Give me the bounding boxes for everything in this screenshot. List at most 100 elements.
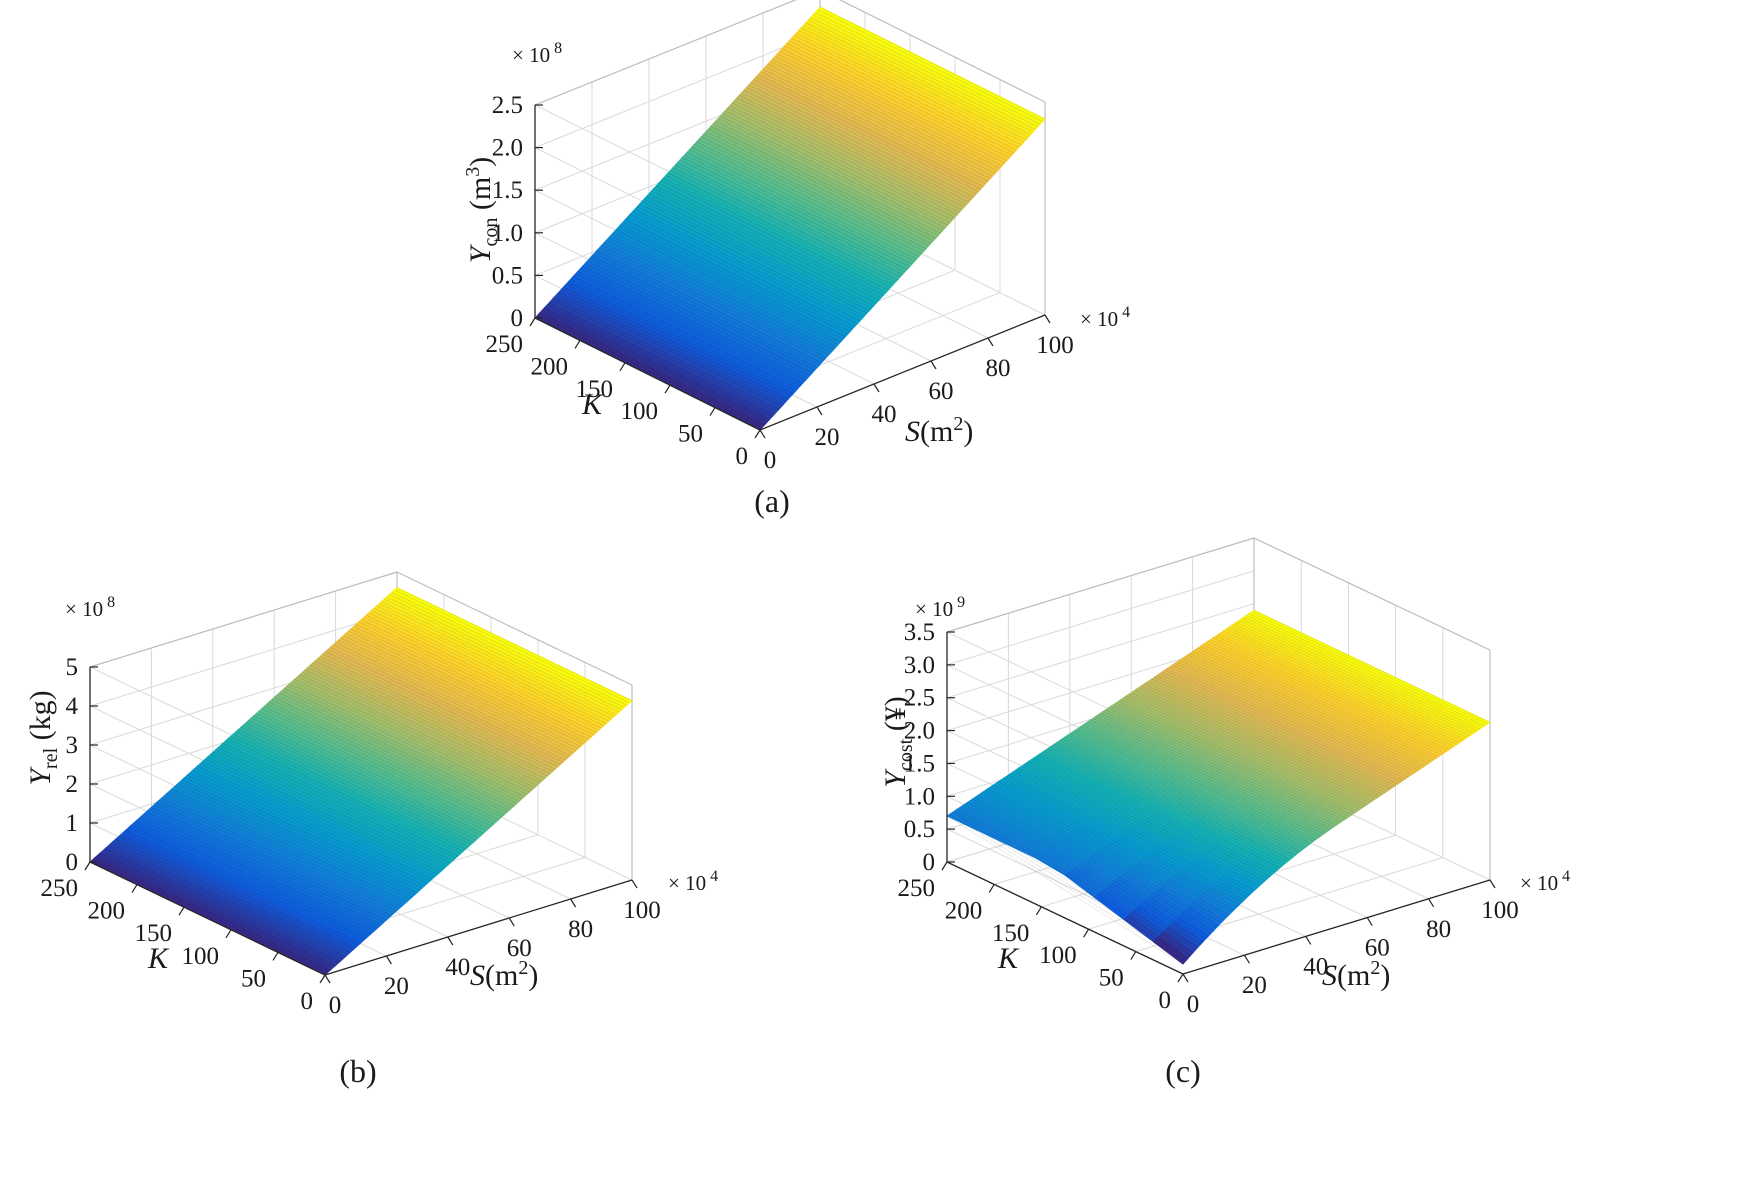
mesh-line (194, 767, 431, 882)
mesh-line (551, 299, 777, 413)
mesh-line (712, 123, 939, 237)
mesh-line (610, 234, 837, 348)
mesh-line (1136, 688, 1373, 802)
mesh-line (1090, 719, 1327, 833)
y-tick-label: 0 (1159, 987, 1172, 1014)
y-tick-mark (529, 317, 536, 327)
z-tick-label: 0.5 (492, 262, 523, 289)
panel-caption: (b) (339, 1053, 376, 1089)
mesh-line (558, 291, 784, 405)
mesh-line (391, 591, 628, 706)
mesh-line (810, 17, 1036, 130)
mesh-line (368, 612, 605, 727)
mesh-line (353, 626, 589, 740)
y-tick-mark (131, 884, 138, 893)
y-tick-mark (178, 906, 185, 916)
x-tick-label: 0 (764, 447, 777, 474)
y-tick-mark (664, 384, 671, 394)
mesh-line (987, 788, 1225, 921)
mesh-line (161, 797, 397, 912)
mesh-line (655, 185, 882, 299)
x-tick-label: 80 (986, 355, 1011, 382)
mesh-line (376, 605, 612, 720)
x-tick-mark (1428, 898, 1435, 908)
mesh-line (815, 11, 1041, 125)
mesh-line (256, 713, 492, 827)
mesh-line (710, 125, 936, 239)
x-tick-label: 60 (929, 378, 954, 405)
chart-panel-c: 02040608010005010015020025000.51.01.52.0… (879, 537, 1570, 1089)
mesh-line (281, 690, 518, 804)
mesh-line (1128, 693, 1365, 807)
mesh-line (667, 172, 894, 286)
mesh-line (112, 841, 349, 955)
mesh-line (691, 146, 917, 260)
mesh-line (125, 829, 361, 944)
mesh-line (781, 48, 1008, 161)
mesh-line (1159, 673, 1396, 787)
y-tick-label: 250 (898, 875, 936, 902)
mesh-line (1189, 652, 1427, 766)
mesh-line (577, 270, 803, 384)
z-tick-label: 1 (66, 810, 79, 837)
mesh-line (233, 733, 469, 848)
mesh-line (1184, 656, 1422, 769)
mesh-line (1051, 745, 1289, 862)
mesh-line (1220, 632, 1457, 745)
surface-mesh (946, 609, 1491, 965)
mesh-line (670, 169, 896, 283)
mesh-line (1000, 779, 1237, 908)
mesh-line (641, 201, 868, 314)
mesh-line (684, 154, 910, 268)
mesh-line (739, 94, 965, 208)
mesh-line (677, 162, 903, 275)
mesh-line (284, 687, 520, 802)
mesh-line (1169, 666, 1406, 780)
panel-caption: (a) (754, 483, 790, 519)
mesh-line (977, 795, 1214, 931)
y-tick-label: 250 (486, 331, 524, 358)
mesh-line (563, 286, 789, 400)
mesh-line (217, 747, 454, 862)
mesh-line (220, 745, 456, 859)
mesh-line (1072, 731, 1309, 846)
x-multiplier: × 10 4 (1080, 304, 1130, 331)
mesh-line (1197, 647, 1434, 761)
x-tick-mark (759, 429, 766, 439)
box-edge (946, 537, 1255, 633)
mesh-line (755, 76, 982, 190)
mesh-line (335, 642, 571, 756)
mesh-line (1151, 678, 1388, 792)
x-axis-label: S(m2) (470, 957, 538, 992)
mesh-line (389, 594, 625, 708)
mesh-line (156, 802, 392, 916)
y-tick-label: 100 (621, 398, 659, 425)
mesh-line (120, 834, 356, 948)
mesh-line (304, 669, 541, 784)
mesh-line (679, 159, 906, 273)
y-axis-label: K (581, 388, 604, 421)
y-tick-mark (574, 340, 581, 349)
x-tick-mark (324, 974, 331, 984)
mesh-line (591, 255, 818, 369)
mesh-line (1115, 702, 1353, 816)
mesh-line (107, 845, 344, 960)
mesh-line (151, 806, 387, 921)
z-tick-label: 1.5 (904, 750, 935, 777)
mesh-line (355, 623, 592, 738)
mesh-line (644, 198, 870, 312)
mesh-line (727, 107, 953, 221)
panel-caption: (c) (1165, 1053, 1201, 1089)
x-tick-mark (1044, 314, 1051, 324)
mesh-line (1215, 635, 1452, 749)
mesh-line (769, 61, 996, 174)
mesh-line (964, 803, 1202, 945)
mesh-line (1028, 760, 1266, 882)
mesh-line (153, 804, 390, 919)
x-tick-label: 60 (1365, 935, 1390, 962)
axes: 02040608010005010015020025000.51.01.52.0… (486, 92, 1074, 474)
mesh-line (701, 136, 927, 249)
mesh-line (1059, 740, 1296, 856)
mesh-line (946, 815, 1184, 965)
mesh-line (1120, 699, 1358, 812)
